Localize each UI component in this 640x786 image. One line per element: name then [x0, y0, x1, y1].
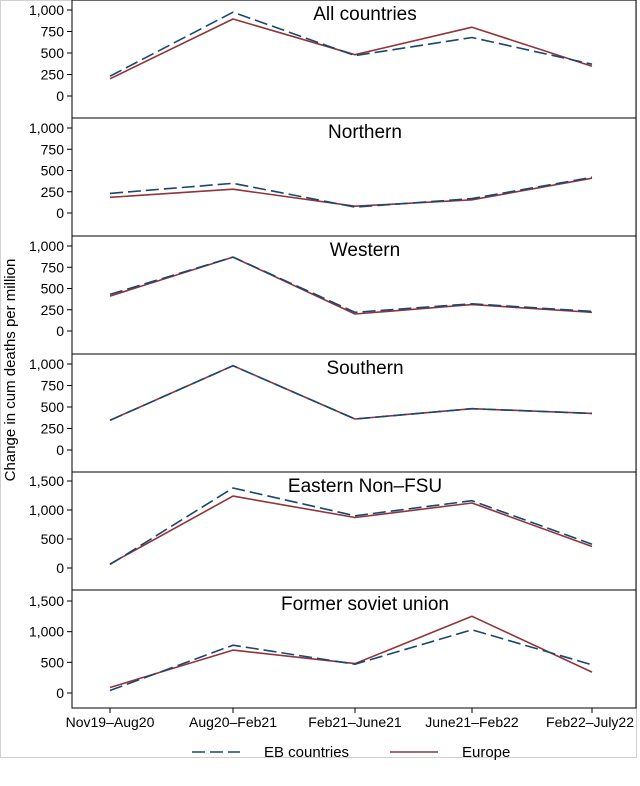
series-line-europe	[109, 495, 593, 565]
chart-frame	[0, 0, 637, 758]
x-tick-label: Aug20–Feb21	[189, 714, 277, 730]
panel: Western 0 250 500 750 1,000	[29, 235, 637, 355]
panel-title: Former soviet union	[281, 594, 449, 615]
y-tick-label: 1,000	[29, 238, 64, 254]
panel-title: Eastern Non–FSU	[288, 476, 442, 497]
y-tick-label: 250	[41, 184, 65, 200]
series-line-europe	[109, 256, 593, 315]
series-line-eb-countries	[109, 256, 593, 314]
y-tick-label: 500	[41, 45, 65, 61]
x-tick-label: Nov19–Aug20	[66, 714, 155, 730]
y-tick-label: 1,000	[29, 502, 64, 518]
panel: Former soviet union 0 500 1,000 1,500	[29, 589, 637, 709]
series-line-europe	[109, 177, 593, 207]
y-tick-label: 1,500	[29, 473, 64, 489]
y-tick-label: 0	[56, 685, 64, 701]
y-tick-label: 250	[41, 302, 65, 318]
series-line-eb-countries	[109, 176, 593, 208]
y-tick-label: 750	[41, 24, 65, 40]
y-tick-label: 1,000	[29, 2, 64, 18]
x-axis: Nov19–Aug20 Aug20–Feb21 Feb21–June21 June21…	[66, 707, 636, 730]
series-line-eb-countries	[109, 364, 593, 422]
y-tick-label: 250	[41, 67, 65, 83]
y-tick-label: 250	[41, 421, 65, 437]
y-tick-label: 0	[56, 205, 64, 221]
legend-label: Europe	[462, 744, 510, 761]
y-tick-label: 0	[56, 560, 64, 576]
panel-title: Northern	[328, 122, 402, 143]
y-tick-label: 0	[56, 88, 64, 104]
y-tick-label: 0	[56, 323, 64, 339]
y-axis-label: Change in cum deaths per million	[2, 259, 19, 482]
y-tick-label: 500	[41, 399, 65, 415]
series-line-eb-countries	[109, 628, 593, 692]
legend: EB countries Europe	[192, 744, 510, 761]
y-tick-label: 750	[41, 378, 65, 394]
panels: All countries 0 250 500 750 1,000 Northern 0 250…	[29, 0, 637, 709]
panel: Eastern Non–FSU 0 500 1,000 1,500	[29, 471, 637, 591]
x-tick-label: Feb22–July22	[546, 714, 634, 730]
y-tick-label: 500	[41, 163, 65, 179]
y-tick-label: 750	[41, 141, 65, 157]
y-tick-label: 500	[41, 654, 65, 670]
panel-title: All countries	[313, 4, 417, 25]
y-tick-label: 1,000	[29, 356, 64, 372]
y-tick-label: 500	[41, 531, 65, 547]
panel-title: Western	[330, 240, 400, 261]
series-line-eb-countries	[109, 487, 593, 566]
y-tick-label: 500	[41, 281, 65, 297]
series-line-eb-countries	[109, 11, 593, 77]
y-tick-label: 1,500	[29, 593, 64, 609]
y-tick-label: 1,000	[29, 120, 64, 136]
y-tick-label: 750	[41, 259, 65, 275]
panel-title: Southern	[326, 358, 403, 379]
x-tick-label: June21–Feb22	[425, 714, 519, 730]
series-line-europe	[109, 18, 593, 80]
panel: All countries 0 250 500 750 1,000	[29, 0, 637, 119]
y-tick-label: 1,000	[29, 624, 64, 640]
legend-label: EB countries	[264, 744, 349, 761]
x-tick-label: Feb21–June21	[308, 714, 402, 730]
y-tick-label: 0	[56, 442, 64, 458]
